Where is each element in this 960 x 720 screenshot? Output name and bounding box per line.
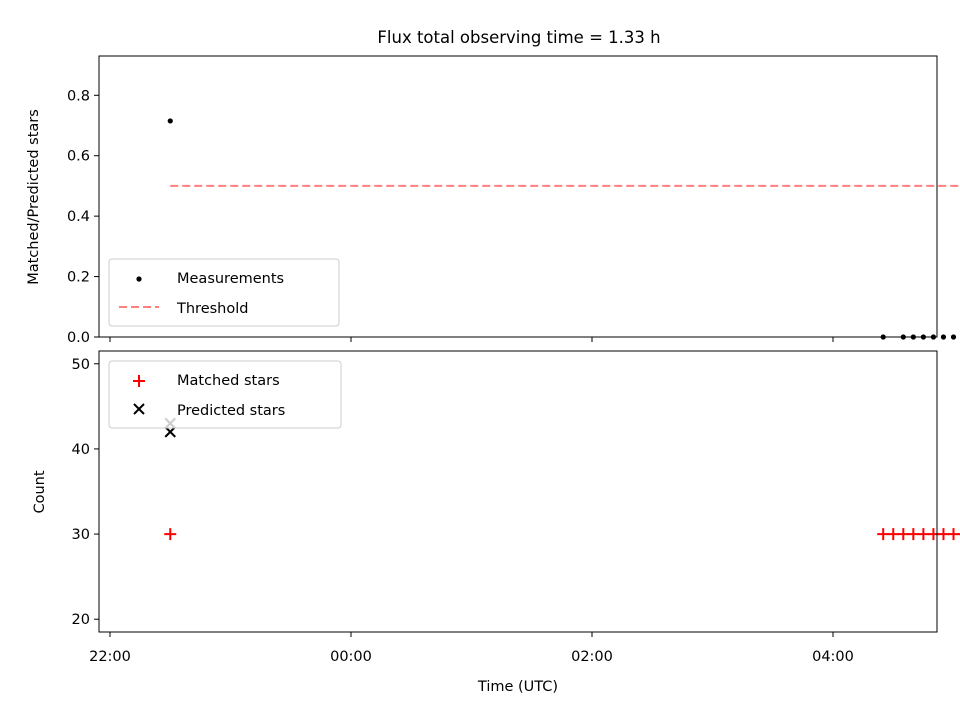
top-y-tick-label: 0.8 xyxy=(67,88,90,104)
chart-title: Flux total observing time = 1.33 h xyxy=(377,28,660,47)
matched-star-point xyxy=(877,528,890,541)
bottom-legend: Matched stars Predicted stars xyxy=(108,360,342,429)
legend-measurements-label: Measurements xyxy=(177,271,284,287)
legend-threshold-label: Threshold xyxy=(176,301,248,317)
measurement-point xyxy=(167,118,173,124)
top-legend: Measurements Threshold xyxy=(108,258,340,327)
measurement-point xyxy=(950,334,957,340)
legend-matched-marker xyxy=(133,375,145,387)
bottom-y-tick-label: 50 xyxy=(72,357,90,373)
bottom-axes-frame xyxy=(98,350,938,633)
top-y-tick-label: 0.4 xyxy=(67,209,90,225)
x-tick-label: 22:00 xyxy=(89,649,131,665)
measurement-points xyxy=(167,118,957,340)
x-tick-label: 00:00 xyxy=(330,649,372,665)
top-y-tick-label: 0.6 xyxy=(67,149,90,165)
matched-star-point xyxy=(917,528,930,541)
top-legend-box xyxy=(108,258,340,327)
bottom-y-tick-label: 30 xyxy=(72,527,90,543)
legend-matched-label: Matched stars xyxy=(177,373,280,389)
top-y-tick-label: 0.2 xyxy=(67,270,90,286)
top-x-tick-marks xyxy=(109,337,834,342)
bottom-y-ticks: 20 30 40 50 xyxy=(72,357,99,628)
legend-measurements-marker xyxy=(136,276,142,282)
bottom-legend-box xyxy=(108,360,342,429)
matched-star-point xyxy=(937,528,950,541)
bottom-y-axis-label: Count xyxy=(32,470,48,513)
matched-star-point xyxy=(947,528,960,541)
bottom-y-tick-label: 40 xyxy=(72,442,90,458)
x-tick-label: 04:00 xyxy=(812,649,854,665)
matched-star-points xyxy=(164,528,960,541)
matched-star-point xyxy=(907,528,920,541)
x-axis-label: Time (UTC) xyxy=(477,679,558,695)
top-y-tick-label: 0.0 xyxy=(67,330,90,346)
top-y-axis-label: Matched/Predicted stars xyxy=(26,109,42,285)
top-y-ticks: 0.0 0.2 0.4 0.6 0.8 xyxy=(67,88,99,346)
measurement-point xyxy=(940,334,947,340)
matched-star-point xyxy=(887,528,900,541)
top-panel: 0.00.20.40.60.8 Matched/Predicted stars … xyxy=(26,55,960,346)
matched-star-point xyxy=(897,528,910,541)
x-tick-label: 02:00 xyxy=(571,649,613,665)
matched-star-point xyxy=(164,528,177,541)
legend-predicted-label: Predicted stars xyxy=(177,403,285,419)
top-axes-frame xyxy=(98,55,938,338)
predicted-star-point xyxy=(164,426,176,438)
bottom-y-tick-label: 20 xyxy=(72,612,90,628)
legend-predicted-marker xyxy=(133,403,145,415)
